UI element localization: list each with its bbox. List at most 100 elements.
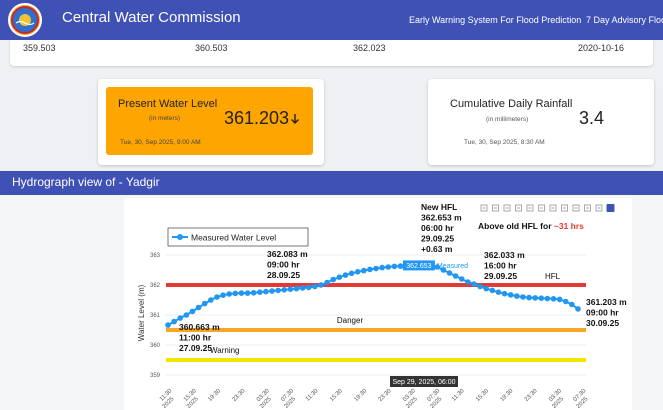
hover-compare-icon[interactable] <box>595 204 603 212</box>
annotation-text: 27.09.25 <box>179 343 212 353</box>
box-select-icon[interactable] <box>503 204 511 212</box>
brand-title[interactable]: Central Water Commission <box>62 9 241 26</box>
y-tick-label: 361 <box>150 313 161 319</box>
data-point <box>434 264 441 270</box>
water-level-value: 361.203 <box>224 108 290 128</box>
data-point <box>446 270 453 276</box>
data-point <box>287 286 294 292</box>
data-point <box>562 298 569 305</box>
spike-icon[interactable] <box>572 204 580 212</box>
data-point <box>544 295 551 302</box>
data-point <box>575 306 581 312</box>
data-point <box>526 294 532 301</box>
rainfall-unit: (in millimeters) <box>486 116 529 123</box>
plotly-logo-icon[interactable] <box>606 204 615 212</box>
annotation-text: New HFL <box>421 202 457 212</box>
data-point <box>220 292 226 298</box>
data-point <box>538 295 545 301</box>
annotation-text: 362.653 m <box>421 213 462 223</box>
summary-danger-level: 360.503 <box>195 43 228 53</box>
legend-box <box>167 227 309 247</box>
data-point <box>507 292 514 298</box>
data-point <box>489 287 496 294</box>
data-point <box>269 288 275 294</box>
data-point <box>324 279 330 286</box>
data-point <box>391 263 398 270</box>
data-point <box>348 270 355 277</box>
annotation-text: 09:00 hr <box>267 260 300 270</box>
hover-value-label: 362.653 <box>406 263 431 270</box>
hover-series-label: Measured <box>437 263 468 270</box>
data-point <box>171 318 177 325</box>
annotation-text: 360.663 m <box>179 322 220 332</box>
y-tick-label: 360 <box>150 343 161 349</box>
zoom-plus-icon[interactable] <box>526 204 534 212</box>
lasso-icon[interactable] <box>515 204 522 212</box>
hydrograph-panel: HFL Danger Warning 360.663 m 11:00 hr 27.09.… <box>0 195 663 410</box>
water-level-timestamp: Tue, 30, Sep 2025, 9:00 AM <box>120 139 201 146</box>
annotation-text: 06:00 hr <box>421 223 454 233</box>
data-point <box>183 312 190 318</box>
legend-marker <box>177 234 183 240</box>
hover-x-label: Sep 29, 2025, 06:00 <box>392 379 455 386</box>
data-point <box>556 296 563 303</box>
data-point <box>330 276 337 283</box>
annotation-text: 30.09.25 <box>586 318 619 328</box>
zoom-minus-icon[interactable] <box>538 204 545 212</box>
data-point <box>177 315 184 321</box>
data-point <box>501 290 508 297</box>
y-tick-label: 359 <box>150 373 161 379</box>
data-point <box>373 265 379 272</box>
data-point <box>452 273 459 279</box>
y-tick-label: 362 <box>150 283 161 289</box>
data-point <box>189 308 196 315</box>
nav-link-advisory[interactable]: 7 Day Advisory Flood <box>586 15 663 25</box>
data-point <box>244 290 251 296</box>
home-icon[interactable] <box>561 204 568 212</box>
data-point <box>208 297 214 303</box>
hover-value-box <box>402 260 435 271</box>
hydrograph-chart[interactable]: HFL Danger Warning 360.663 m11:00 hr27.09.… <box>0 195 663 410</box>
hfl-duration-value: ~31 hrs <box>554 221 584 231</box>
rainfall-timestamp: Tue, 30, Sep 2025, 8:30 AM <box>464 139 545 146</box>
threshold-label-danger: Danger <box>337 316 364 325</box>
data-point <box>293 285 300 292</box>
data-point <box>471 281 477 287</box>
zoom-in-icon[interactable] <box>480 204 488 212</box>
data-point <box>165 322 171 328</box>
hydrograph-title: Hydrograph view of - Yadgir <box>12 175 160 189</box>
annotation-text: 16:00 hr <box>484 261 517 271</box>
navbar: Central Water Commission Early Warning S… <box>0 0 663 40</box>
data-point <box>275 287 281 294</box>
data-point <box>226 291 232 297</box>
summary-warning-level: 359.503 <box>23 43 56 53</box>
water-level-title: Present Water Level <box>118 98 218 110</box>
y-tick-label: 363 <box>150 253 161 259</box>
data-point <box>195 304 202 311</box>
hover-closest-icon[interactable] <box>584 204 591 212</box>
pan-icon[interactable] <box>492 204 499 212</box>
data-point <box>342 272 349 278</box>
data-point <box>354 269 361 275</box>
data-point <box>361 267 367 274</box>
data-point <box>495 289 502 295</box>
hover-x-box <box>390 376 458 387</box>
threshold-label-warning: Warning <box>210 346 240 355</box>
data-point <box>336 274 343 280</box>
data-point <box>550 296 557 302</box>
data-point <box>483 285 490 292</box>
cwc-logo[interactable] <box>8 3 42 37</box>
annotation-text: 29.09.25 <box>484 271 517 281</box>
data-point <box>520 294 526 300</box>
data-point <box>263 288 269 295</box>
data-point <box>440 267 447 273</box>
autoscale-icon[interactable] <box>549 204 557 212</box>
hydrograph-header: Hydrograph view of - Yadgir <box>0 171 663 195</box>
summary-hfl-date: 2020-10-16 <box>578 43 625 53</box>
data-point <box>238 290 245 296</box>
data-point <box>305 284 312 291</box>
hfl-duration-note: Above old HFL for ~31 hrs <box>478 221 584 231</box>
data-point <box>367 266 373 273</box>
nav-link-early-warning[interactable]: Early Warning System For Flood Predictio… <box>409 15 582 25</box>
annotation-text: +0.63 m <box>421 244 453 254</box>
